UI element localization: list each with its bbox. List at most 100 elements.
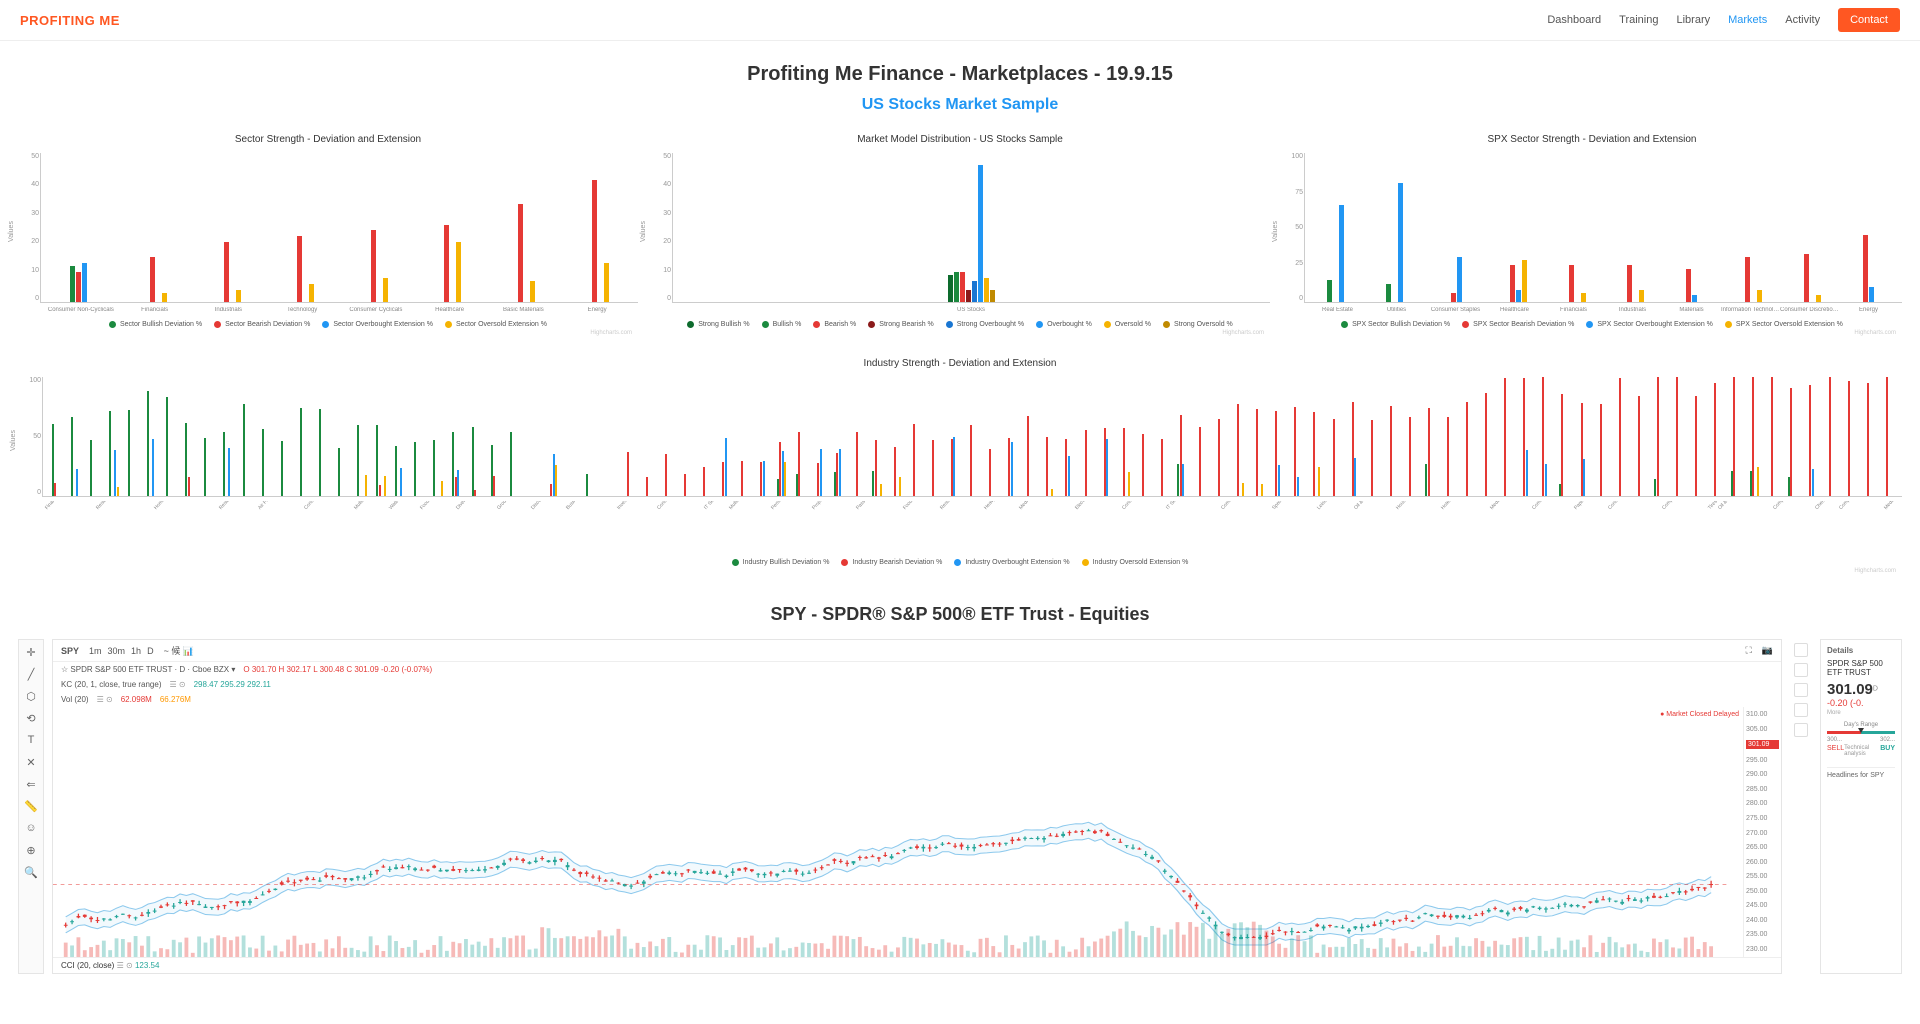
bar bbox=[1757, 467, 1759, 496]
legend-item[interactable]: Sector Overbought Extension % bbox=[322, 321, 433, 328]
tv-side-icon[interactable] bbox=[1794, 663, 1808, 677]
legend-item[interactable]: Bullish % bbox=[762, 321, 802, 328]
nav-library[interactable]: Library bbox=[1676, 14, 1710, 26]
legend-item[interactable]: SPX Sector Bullish Deviation % bbox=[1341, 321, 1450, 328]
nav-dashboard[interactable]: Dashboard bbox=[1547, 14, 1601, 26]
x-axis-label: Utilities bbox=[1367, 307, 1426, 313]
bar bbox=[128, 410, 130, 496]
bar-group bbox=[772, 377, 791, 496]
tv-side-icon[interactable] bbox=[1794, 683, 1808, 697]
chart-title: SPX Sector Strength - Deviation and Exte… bbox=[1282, 134, 1902, 145]
tv-symbol[interactable]: SPY bbox=[61, 646, 79, 656]
nav-training[interactable]: Training bbox=[1619, 14, 1658, 26]
bar bbox=[1692, 295, 1697, 302]
legend-item[interactable]: Industry Overbought Extension % bbox=[954, 559, 1069, 566]
bar bbox=[1600, 404, 1602, 496]
bar bbox=[1526, 450, 1528, 496]
bar bbox=[1745, 257, 1750, 302]
tv-timeframe-D[interactable]: D bbox=[147, 646, 154, 656]
tv-side-icon[interactable] bbox=[1794, 723, 1808, 737]
tv-tool-icon[interactable]: 🔍 bbox=[23, 864, 39, 880]
bar-group bbox=[848, 377, 867, 496]
bar bbox=[224, 242, 229, 302]
bar bbox=[444, 225, 449, 302]
tv-price-chart[interactable]: ● Market Closed Delayed 310.00305.00301.… bbox=[53, 707, 1781, 957]
bar-group bbox=[1545, 153, 1604, 302]
tv-fullscreen-icon[interactable]: ⛶ bbox=[1745, 645, 1751, 656]
bar bbox=[338, 448, 340, 496]
bar bbox=[1457, 257, 1462, 302]
legend-item[interactable]: Overbought % bbox=[1036, 321, 1092, 328]
legend-item[interactable]: Strong Oversold % bbox=[1163, 321, 1233, 328]
tv-tool-icon[interactable]: 📏 bbox=[23, 798, 39, 814]
tv-tool-icon[interactable]: ✕ bbox=[23, 754, 39, 770]
bar bbox=[1051, 489, 1053, 496]
legend-item[interactable]: Industry Bearish Deviation % bbox=[841, 559, 942, 566]
tv-side-icon[interactable] bbox=[1794, 643, 1808, 657]
bar-group bbox=[1287, 377, 1306, 496]
bar bbox=[433, 440, 435, 496]
bar bbox=[1313, 412, 1315, 496]
tv-toolbar-icon[interactable]: 候 bbox=[171, 646, 183, 656]
bar bbox=[966, 290, 971, 302]
bar bbox=[820, 449, 822, 496]
tv-tool-icon[interactable]: ⇐ bbox=[23, 776, 39, 792]
tv-tool-icon[interactable]: ⟲ bbox=[23, 710, 39, 726]
chart-market-model: Market Model Distribution - US Stocks Sa… bbox=[650, 134, 1270, 336]
bar bbox=[228, 448, 230, 496]
x-axis-label: Information Technology bbox=[1721, 307, 1780, 313]
bar bbox=[856, 432, 858, 496]
legend-item[interactable]: Bearish % bbox=[813, 321, 856, 328]
tv-toolbar-icon[interactable]: 📊 bbox=[183, 646, 194, 656]
bar-group bbox=[734, 377, 753, 496]
tv-kc-values: 298.47 295.29 292.11 bbox=[194, 680, 271, 689]
tv-tool-icon[interactable]: ✛ bbox=[23, 644, 39, 660]
x-axis-label: Financials bbox=[118, 307, 192, 313]
legend-item[interactable]: Sector Bearish Deviation % bbox=[214, 321, 310, 328]
legend-item[interactable]: Industry Bullish Deviation % bbox=[732, 559, 830, 566]
tv-tool-icon[interactable]: ⬡ bbox=[23, 688, 39, 704]
legend-item[interactable]: Sector Bullish Deviation % bbox=[109, 321, 202, 328]
tv-tool-icon[interactable]: T bbox=[23, 732, 39, 748]
legend-item[interactable]: Strong Bearish % bbox=[868, 321, 933, 328]
tv-camera-icon[interactable]: 📷 bbox=[1762, 645, 1773, 656]
chart-title: Market Model Distribution - US Stocks Sa… bbox=[650, 134, 1270, 145]
tv-timeframe-1m[interactable]: 1m bbox=[89, 646, 102, 656]
bar-group bbox=[1721, 153, 1780, 302]
bar-group bbox=[85, 377, 104, 496]
legend-item[interactable]: Strong Bullish % bbox=[687, 321, 749, 328]
sample-subtitle[interactable]: US Stocks Market Sample bbox=[0, 96, 1920, 114]
legend-item[interactable]: SPX Sector Bearish Deviation % bbox=[1462, 321, 1574, 328]
x-axis-label: US Stocks bbox=[676, 307, 1266, 313]
legend-item[interactable]: SPX Sector Oversold Extension % bbox=[1725, 321, 1843, 328]
tv-tool-icon[interactable]: ⊕ bbox=[23, 842, 39, 858]
nav-activity[interactable]: Activity bbox=[1785, 14, 1820, 26]
legend-item[interactable]: Industry Oversold Extension % bbox=[1082, 559, 1189, 566]
tv-tool-icon[interactable]: ╱ bbox=[23, 666, 39, 682]
tv-side-icon[interactable] bbox=[1794, 703, 1808, 717]
contact-button[interactable]: Contact bbox=[1838, 8, 1900, 32]
bar bbox=[899, 477, 901, 496]
bar bbox=[1863, 235, 1868, 302]
nav-markets[interactable]: Markets bbox=[1728, 14, 1767, 26]
bar bbox=[1771, 377, 1773, 496]
bar bbox=[1386, 284, 1391, 302]
legend-item[interactable]: SPX Sector Overbought Extension % bbox=[1586, 321, 1713, 328]
chart-sector-strength: Sector Strength - Deviation and Extensio… bbox=[18, 134, 638, 336]
logo[interactable]: PROFITING ME bbox=[20, 13, 120, 28]
tv-timeframe-30m[interactable]: 30m bbox=[108, 646, 126, 656]
bar bbox=[763, 461, 765, 496]
legend-item[interactable]: Strong Overbought % bbox=[946, 321, 1024, 328]
chart-spx-sector: SPX Sector Strength - Deviation and Exte… bbox=[1282, 134, 1902, 336]
tv-timeframe-1h[interactable]: 1h bbox=[131, 646, 141, 656]
bar-group bbox=[1402, 377, 1421, 496]
bar bbox=[646, 477, 648, 496]
legend-item[interactable]: Sector Oversold Extension % bbox=[445, 321, 547, 328]
bar-group bbox=[560, 153, 634, 302]
bar-group bbox=[867, 377, 886, 496]
bar bbox=[1371, 420, 1373, 496]
bar-group bbox=[487, 153, 561, 302]
bar bbox=[1804, 254, 1809, 302]
legend-item[interactable]: Oversold % bbox=[1104, 321, 1151, 328]
tv-tool-icon[interactable]: ☺ bbox=[23, 820, 39, 836]
